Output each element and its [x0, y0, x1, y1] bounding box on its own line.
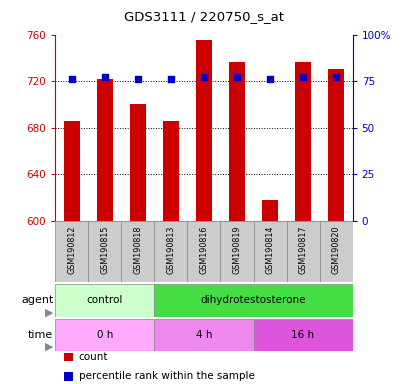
Bar — [121, 221, 154, 282]
Bar — [154, 221, 187, 282]
Bar — [55, 319, 154, 351]
Text: GSM190814: GSM190814 — [265, 226, 274, 274]
Bar — [154, 284, 352, 317]
Bar — [187, 221, 220, 282]
Bar — [327, 70, 344, 221]
Text: 4 h: 4 h — [195, 330, 212, 340]
Bar — [253, 319, 352, 351]
Point — [167, 76, 174, 82]
Text: GSM190813: GSM190813 — [166, 226, 175, 274]
Bar — [63, 121, 80, 221]
Bar — [88, 221, 121, 282]
Text: GSM190818: GSM190818 — [133, 226, 142, 274]
Bar — [129, 104, 146, 221]
Point — [332, 74, 339, 81]
Text: agent: agent — [21, 295, 53, 306]
Text: GSM190820: GSM190820 — [331, 226, 340, 274]
Point — [200, 74, 207, 81]
Text: control: control — [86, 295, 123, 306]
Bar — [286, 221, 319, 282]
Bar — [261, 200, 278, 221]
Bar — [253, 221, 286, 282]
Bar — [162, 121, 179, 221]
Point — [68, 76, 75, 82]
Bar — [228, 63, 245, 221]
Text: count: count — [79, 352, 108, 362]
Bar — [55, 284, 154, 317]
Bar — [195, 40, 212, 221]
Bar — [220, 221, 253, 282]
Text: GSM190817: GSM190817 — [298, 226, 307, 274]
Point — [134, 76, 141, 82]
Text: ▶: ▶ — [45, 342, 53, 352]
Point — [233, 74, 240, 81]
Bar — [319, 221, 352, 282]
Bar — [97, 79, 113, 221]
Text: percentile rank within the sample: percentile rank within the sample — [79, 371, 254, 381]
Bar — [154, 319, 253, 351]
Text: GSM190816: GSM190816 — [199, 226, 208, 274]
Bar — [294, 63, 310, 221]
Text: 16 h: 16 h — [291, 330, 314, 340]
Point — [266, 76, 273, 82]
Text: dihydrotestosterone: dihydrotestosterone — [200, 295, 306, 306]
Point — [299, 74, 306, 81]
Text: ▶: ▶ — [45, 307, 53, 318]
Text: time: time — [28, 330, 53, 340]
Bar — [55, 221, 88, 282]
Text: GSM190819: GSM190819 — [232, 226, 241, 274]
Text: GSM190815: GSM190815 — [100, 226, 109, 274]
Text: GDS3111 / 220750_s_at: GDS3111 / 220750_s_at — [124, 10, 283, 23]
Point — [101, 74, 108, 81]
Text: GSM190812: GSM190812 — [67, 226, 76, 274]
Text: 0 h: 0 h — [97, 330, 113, 340]
